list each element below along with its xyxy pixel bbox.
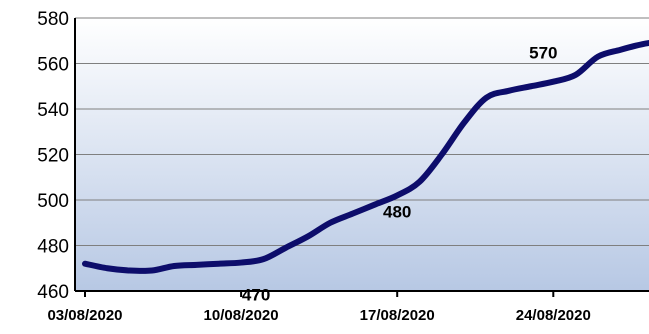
y-tick-label: 460: [37, 282, 69, 303]
data-label: 470: [242, 286, 270, 305]
x-tick-label: 17/08/2020: [360, 307, 435, 324]
x-tick-label: 10/08/2020: [204, 307, 279, 324]
y-tick-label: 520: [37, 146, 69, 167]
series-line-0: [82, 39, 649, 274]
axes: [74, 18, 649, 292]
y-axis-ticks: 460 480 500 520 540 560 580: [37, 9, 69, 303]
y-tick-label: 500: [37, 191, 69, 212]
series-group: [82, 39, 649, 274]
x-tick-label: 24/08/2020: [516, 307, 591, 324]
gridlines: [75, 17, 649, 246]
x-axis-ticks: 03/08/2020 10/08/2020 17/08/2020 24/08/2020: [47, 291, 591, 324]
y-tick-label: 560: [37, 55, 69, 76]
data-labels: 470 480 570: [242, 44, 558, 305]
data-label: 480: [383, 202, 411, 221]
data-label: 570: [529, 44, 557, 63]
y-tick-label: 580: [37, 9, 69, 30]
x-tick-label: 03/08/2020: [47, 307, 122, 324]
y-tick-label: 480: [37, 237, 69, 258]
y-tick-label: 540: [37, 100, 69, 121]
